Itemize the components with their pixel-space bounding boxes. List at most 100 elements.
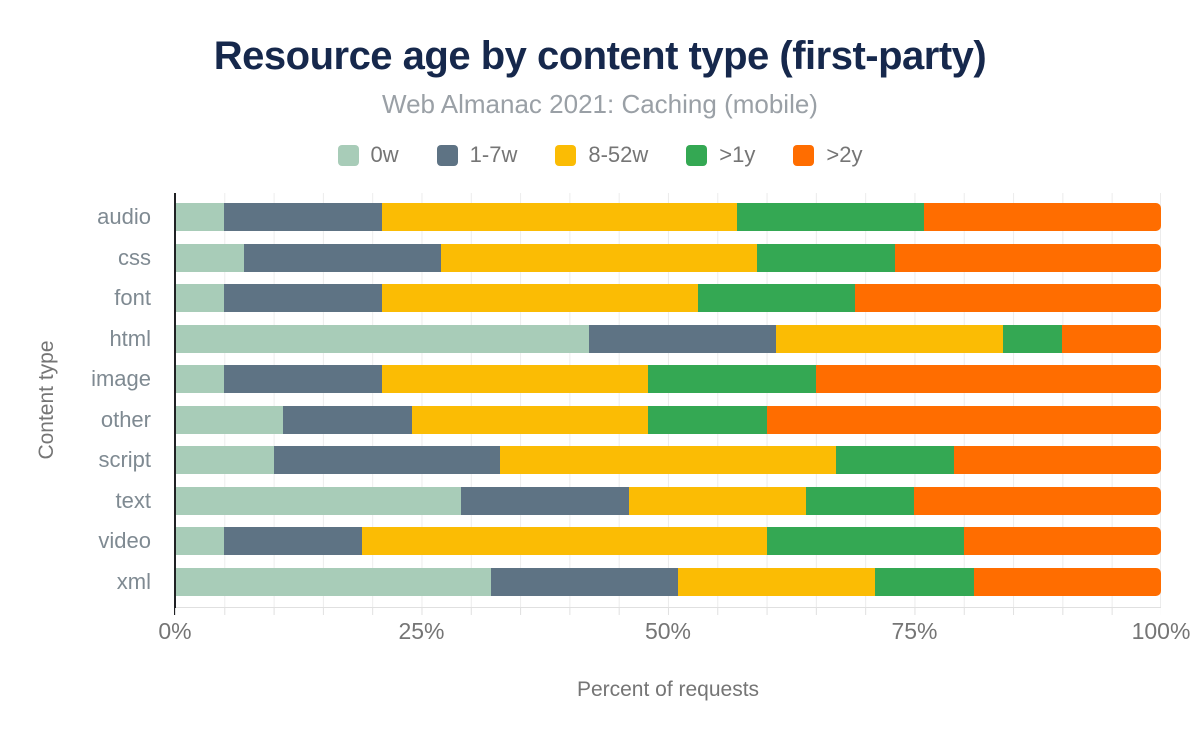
category-label-html: html (109, 325, 151, 351)
bar-segment-audio-0w[interactable] (175, 203, 225, 231)
category-label-other: other (100, 406, 151, 432)
category-label-script: script (98, 447, 151, 473)
bar-segment-other-1-7w[interactable] (283, 405, 412, 434)
category-label-image: image (91, 366, 151, 392)
bar-row-other (175, 405, 1161, 434)
bar-segment-script-8-52w[interactable] (500, 446, 836, 475)
legend-swatch-0w (337, 144, 359, 166)
y-axis-line (174, 193, 176, 615)
legend-item-1-7w: 1-7w (436, 142, 518, 168)
legend-item->2y: >2y (793, 142, 862, 168)
bar-row-audio (175, 203, 1161, 231)
bar-row-html (175, 324, 1161, 353)
x-axis-tick-marks (175, 608, 1161, 615)
bar-segment-video-1-7w[interactable] (224, 527, 363, 556)
bar-segment-font->1y[interactable] (697, 284, 856, 313)
bar-segment-html->1y[interactable] (1003, 324, 1063, 353)
bar-segment-script->2y[interactable] (953, 446, 1161, 475)
bar-segment-other->2y[interactable] (766, 405, 1161, 434)
bar-segment-image-0w[interactable] (175, 365, 225, 394)
bar-segment-script->1y[interactable] (835, 446, 954, 475)
bar-segment-video->1y[interactable] (766, 527, 964, 556)
y-axis-labels: audio css font html image other script text vide… (0, 193, 163, 607)
bar-segment-image->2y[interactable] (815, 365, 1161, 394)
bar-segment-html-0w[interactable] (175, 324, 590, 353)
bar-row-video (175, 527, 1161, 556)
legend-item-8-52w: 8-52w (555, 142, 648, 168)
bar-segment-css-8-52w[interactable] (441, 243, 757, 272)
x-axis-tick-labels: 0% 25% 50% 75% 100% (158, 618, 1190, 648)
bar-segment-font-8-52w[interactable] (382, 284, 698, 313)
legend: 0w 1-7w 8-52w >1y >2y (0, 142, 1200, 168)
chart-title: Resource age by content type (first-part… (213, 34, 987, 78)
legend-label: 0w (370, 142, 399, 167)
bar-segment-audio->2y[interactable] (924, 203, 1161, 231)
legend-swatch->1y (686, 144, 708, 166)
bar-segment-audio->1y[interactable] (737, 203, 925, 231)
bar-segment-script-1-7w[interactable] (273, 446, 501, 475)
category-label-audio: audio (97, 204, 151, 229)
bar-row-font (175, 284, 1161, 313)
bar-segment-html-8-52w[interactable] (776, 324, 1004, 353)
legend-label: >1y (719, 142, 756, 167)
bar-segment-image-1-7w[interactable] (224, 365, 383, 394)
bar-segment-text-8-52w[interactable] (628, 486, 807, 515)
gridline-100pct (1160, 193, 1161, 607)
bar-segment-script-0w[interactable] (175, 446, 274, 475)
chart-subtitle: Web Almanac 2021: Caching (mobile) (382, 89, 818, 119)
x-tick-0%: 0% (158, 618, 192, 644)
category-label-css: css (118, 244, 151, 270)
category-label-font: font (114, 285, 151, 311)
category-label-xml: xml (116, 568, 151, 594)
bar-segment-font->2y[interactable] (855, 284, 1161, 313)
bar-row-xml (175, 567, 1161, 596)
x-tick-100%: 100% (1131, 618, 1191, 644)
legend-label: >2y (826, 142, 863, 167)
bar-segment-css->2y[interactable] (894, 243, 1161, 272)
legend-swatch-8-52w (555, 144, 577, 166)
bar-segment-other-8-52w[interactable] (411, 405, 649, 434)
bar-row-script (175, 446, 1161, 475)
x-tick-25%: 25% (398, 618, 445, 644)
bar-segment-text-1-7w[interactable] (460, 486, 629, 515)
bar-segment-other->1y[interactable] (648, 405, 767, 434)
bar-segment-font-1-7w[interactable] (224, 284, 383, 313)
bar-segment-css-0w[interactable] (175, 243, 245, 272)
bar-segment-xml-1-7w[interactable] (490, 567, 678, 596)
bar-segment-html-1-7w[interactable] (589, 324, 777, 353)
bar-segment-audio-8-52w[interactable] (382, 203, 737, 231)
legend-label: 8-52w (588, 142, 649, 167)
category-label-text: text (115, 487, 151, 513)
x-axis-title: Percent of requests (576, 678, 760, 701)
x-tick-50%: 50% (644, 618, 692, 644)
bar-segment-text->1y[interactable] (806, 486, 915, 515)
bar-segment-audio-1-7w[interactable] (224, 203, 383, 231)
bar-segment-video-0w[interactable] (175, 527, 225, 556)
bar-segment-text->2y[interactable] (914, 486, 1161, 515)
bar-row-css (175, 243, 1161, 272)
plot-area (175, 193, 1161, 608)
legend-swatch->2y (793, 144, 815, 166)
category-label-video: video (98, 528, 151, 554)
bar-segment-image-8-52w[interactable] (382, 365, 649, 394)
bar-segment-other-0w[interactable] (175, 405, 284, 434)
bar-segment-video->2y[interactable] (963, 527, 1161, 556)
x-tick-75%: 75% (891, 618, 938, 644)
legend-swatch-1-7w (436, 144, 458, 166)
bar-segment-text-0w[interactable] (175, 486, 461, 515)
bar-row-image (175, 365, 1161, 394)
bar-segment-image->1y[interactable] (648, 365, 816, 394)
legend-item-0w: 0w (337, 142, 399, 168)
bar-segment-xml-0w[interactable] (175, 567, 491, 596)
bar-segment-css->1y[interactable] (756, 243, 895, 272)
bar-row-text (175, 486, 1161, 515)
bar-segment-html->2y[interactable] (1062, 324, 1161, 353)
bar-segment-xml-8-52w[interactable] (677, 567, 876, 596)
bar-segment-css-1-7w[interactable] (244, 243, 442, 272)
bar-segment-font-0w[interactable] (175, 284, 225, 313)
bar-segment-video-8-52w[interactable] (362, 527, 767, 556)
bar-segment-xml->2y[interactable] (973, 567, 1161, 596)
bar-segment-xml->1y[interactable] (875, 567, 974, 596)
legend-label: 1-7w (469, 142, 518, 167)
